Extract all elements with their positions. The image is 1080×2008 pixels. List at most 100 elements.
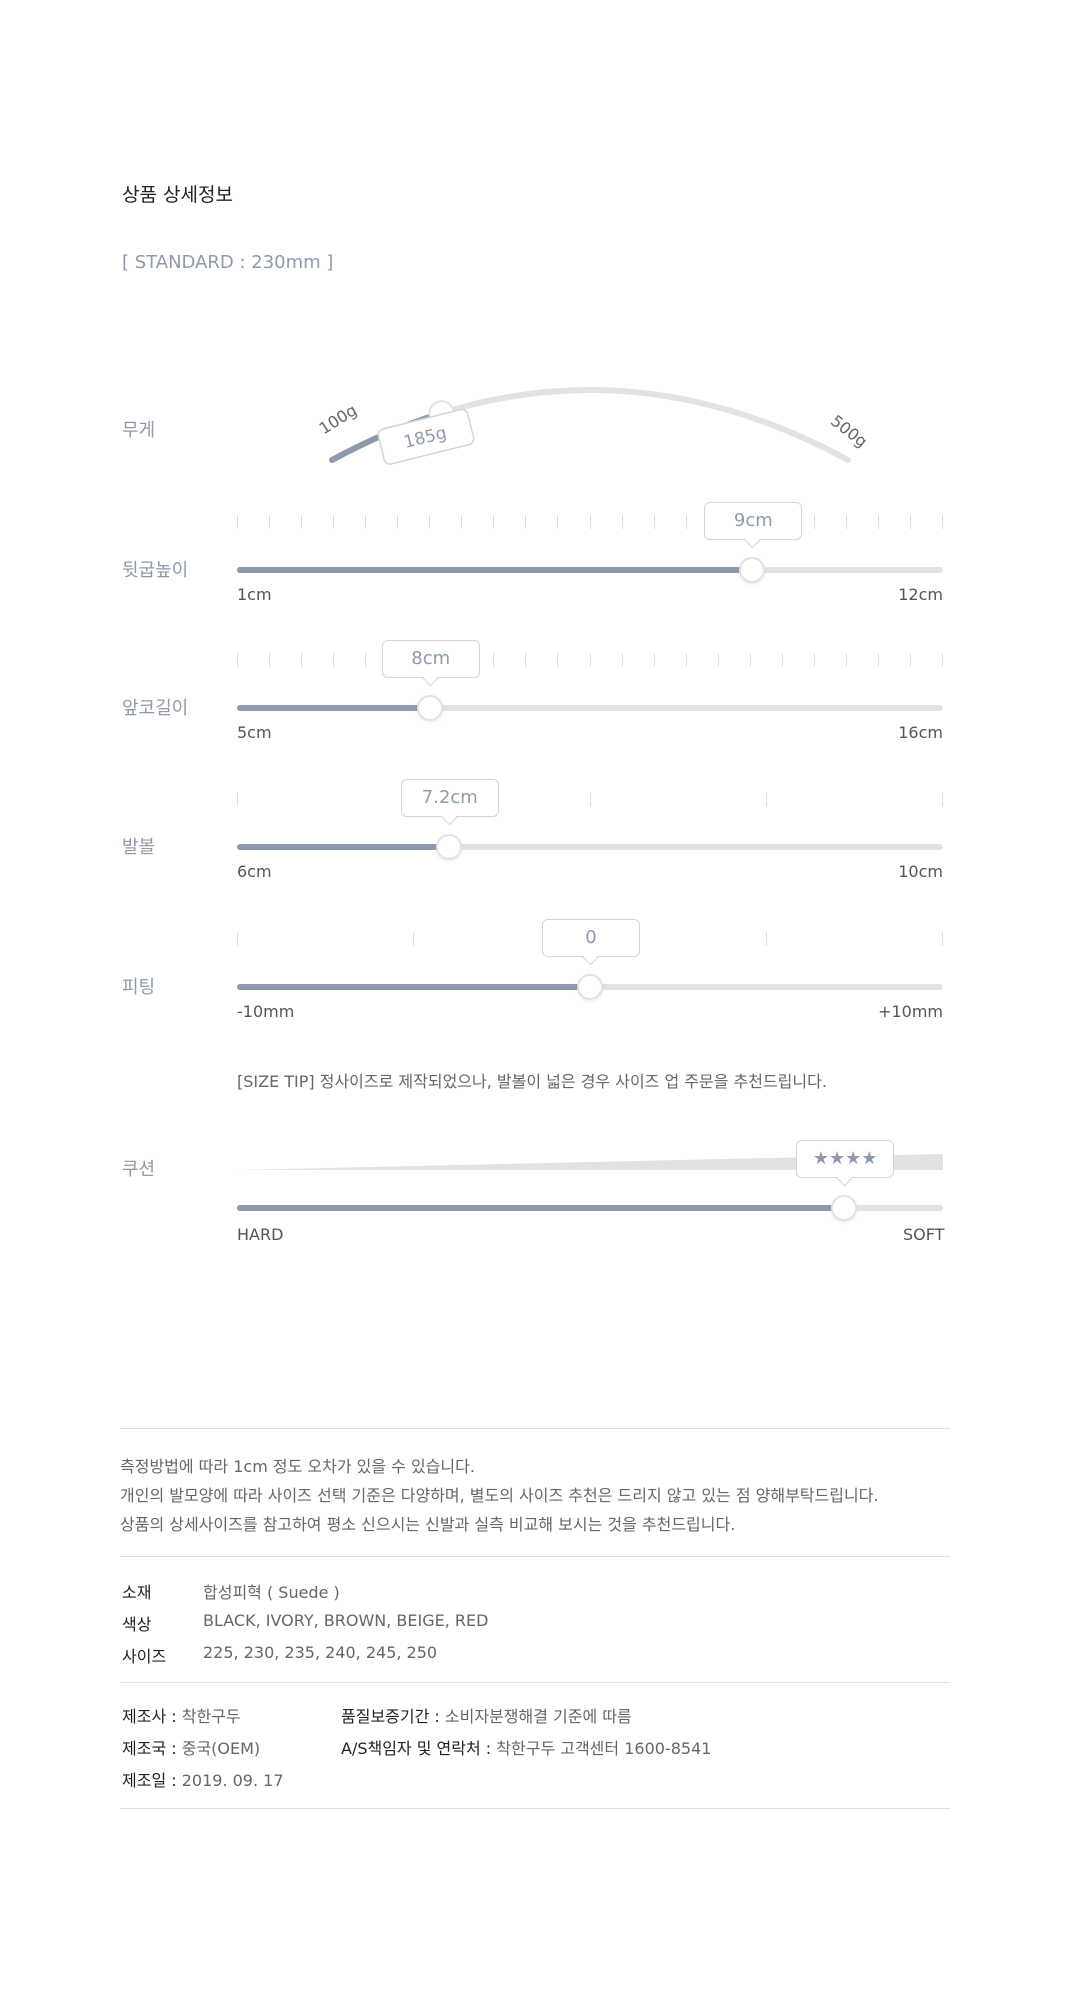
tick xyxy=(909,653,911,667)
tick xyxy=(845,515,847,529)
cushion-wedge xyxy=(237,1154,943,1170)
cushion-knob[interactable] xyxy=(831,1195,858,1221)
tick xyxy=(685,653,687,667)
tick xyxy=(365,515,367,529)
tick xyxy=(813,515,815,529)
slider-ticks-heel xyxy=(237,515,943,529)
spec-size-key: 사이즈 xyxy=(122,1647,167,1666)
tick xyxy=(942,792,943,806)
tick xyxy=(429,515,431,529)
tick xyxy=(877,515,879,529)
slider-knob-toe[interactable] xyxy=(416,695,443,721)
slider-label-width: 발볼 xyxy=(122,837,156,858)
note-1: 측정방법에 따라 1cm 정도 오차가 있을 수 있습니다. xyxy=(120,1457,475,1476)
slider-value-width: 7.2cm xyxy=(400,779,499,817)
tick xyxy=(557,653,559,667)
tick xyxy=(589,792,591,806)
slider-value-heel: 9cm xyxy=(704,502,803,540)
tick xyxy=(301,515,303,529)
tick xyxy=(813,653,815,667)
tick xyxy=(653,653,655,667)
tick xyxy=(749,653,751,667)
slider-max-heel: 12cm xyxy=(898,585,943,604)
tick xyxy=(237,515,238,529)
slider-ticks-width xyxy=(237,792,943,806)
tick xyxy=(845,653,847,667)
tick xyxy=(717,653,719,667)
slider-value-fit: 0 xyxy=(542,919,640,957)
tick xyxy=(269,653,271,667)
note-3: 상품의 상세사이즈를 참고하여 평소 신으시는 신발과 실측 비교해 보시는 것… xyxy=(120,1515,736,1534)
slider-fill-fit xyxy=(237,984,590,990)
weight-value-bubble xyxy=(377,408,475,465)
divider xyxy=(120,1556,950,1557)
tick xyxy=(269,515,271,529)
slider-track-toe: 8cm xyxy=(237,640,943,721)
tick xyxy=(237,653,238,667)
slider-track-heel: 9cm xyxy=(237,502,943,583)
country-info: 제조국 : 중국(OEM) xyxy=(122,1739,261,1758)
cushion-label: 쿠션 xyxy=(122,1159,156,1180)
date-info: 제조일 : 2019. 09. 17 xyxy=(122,1771,284,1790)
divider xyxy=(120,1428,950,1429)
tick xyxy=(942,653,943,667)
divider xyxy=(120,1682,950,1683)
tick xyxy=(301,653,303,667)
tick xyxy=(589,653,591,667)
cushion-track: ★★★★ xyxy=(237,1140,943,1221)
note-2: 개인의 발모양에 따라 사이즈 선택 기준은 다양하며, 별도의 사이즈 추천은… xyxy=(120,1486,879,1505)
slider-label-fit: 피팅 xyxy=(122,977,156,998)
tick xyxy=(237,932,238,946)
spec-material-value: 합성피혁 ( Suede ) xyxy=(203,1583,340,1602)
weight-min-label: 100g xyxy=(316,400,361,438)
tick xyxy=(653,515,655,529)
slider-knob-heel[interactable] xyxy=(739,557,766,583)
tick xyxy=(557,515,559,529)
tick xyxy=(365,653,367,667)
tick xyxy=(237,792,238,806)
slider-knob-fit[interactable] xyxy=(577,974,603,1000)
slider-label-toe: 앞코길이 xyxy=(122,698,189,719)
slider-min-width: 6cm xyxy=(237,862,272,881)
tick xyxy=(493,653,495,667)
tick xyxy=(942,932,943,946)
slider-track-fit: 0 xyxy=(237,919,943,1000)
slider-max-fit: +10mm xyxy=(878,1002,943,1021)
spec-color-key: 색상 xyxy=(122,1615,152,1634)
cushion-min-label: HARD xyxy=(237,1225,284,1244)
tick xyxy=(333,653,335,667)
slider-fill-width xyxy=(237,844,449,850)
size-tip: [SIZE TIP] 정사이즈로 제작되었으나, 발볼이 넓은 경우 사이즈 업… xyxy=(237,1072,827,1091)
tick xyxy=(877,653,879,667)
tick xyxy=(493,515,495,529)
tick xyxy=(333,515,335,529)
tick xyxy=(525,653,527,667)
spec-color-value: BLACK, IVORY, BROWN, BEIGE, RED xyxy=(203,1611,489,1630)
spec-size-value: 225, 230, 235, 240, 245, 250 xyxy=(203,1643,438,1662)
slider-max-width: 10cm xyxy=(898,862,943,881)
weight-max-label: 500g xyxy=(827,411,871,451)
tick xyxy=(397,515,399,529)
slider-min-toe: 5cm xyxy=(237,723,272,742)
maker-info: 제조사 : 착한구두 xyxy=(122,1707,241,1726)
as-info: A/S책임자 및 연락처 : 착한구두 고객센터 1600-8541 xyxy=(341,1739,712,1758)
tick xyxy=(909,515,911,529)
spec-material-key: 소재 xyxy=(122,1583,152,1602)
slider-min-heel: 1cm xyxy=(237,585,272,604)
tick xyxy=(621,653,623,667)
slider-track-width: 7.2cm xyxy=(237,779,943,860)
slider-label-heel: 뒷굽높이 xyxy=(122,560,189,581)
slider-max-toe: 16cm xyxy=(898,723,943,742)
slider-value-toe: 8cm xyxy=(381,640,480,678)
slider-ticks-toe xyxy=(237,653,943,667)
slider-fill-heel xyxy=(237,567,753,573)
slider-knob-width[interactable] xyxy=(435,834,462,860)
tick xyxy=(589,515,591,529)
slider-fill-toe xyxy=(237,705,430,711)
page-title: 상품 상세정보 xyxy=(122,184,233,206)
warranty-info: 품질보증기간 : 소비자분쟁해결 기준에 따름 xyxy=(341,1707,632,1726)
tick xyxy=(413,932,415,946)
tick xyxy=(765,932,767,946)
tick xyxy=(781,653,783,667)
divider xyxy=(120,1808,950,1809)
